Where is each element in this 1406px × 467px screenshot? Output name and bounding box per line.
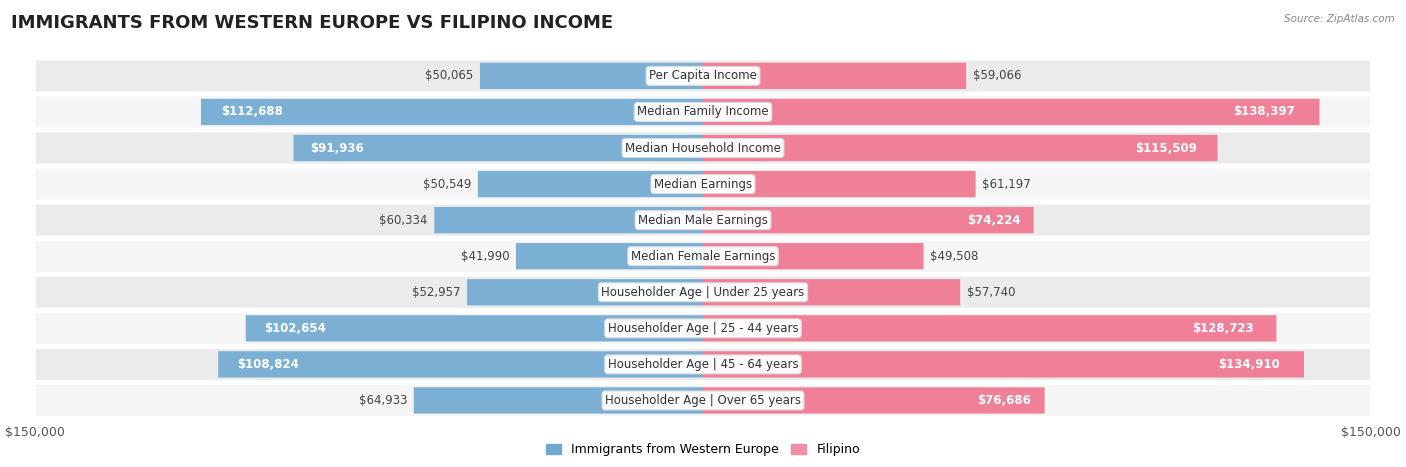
FancyBboxPatch shape [294,135,703,161]
FancyBboxPatch shape [218,351,703,377]
Text: Householder Age | 25 - 44 years: Householder Age | 25 - 44 years [607,322,799,335]
Text: $50,549: $50,549 [423,177,471,191]
FancyBboxPatch shape [467,279,703,305]
FancyBboxPatch shape [413,387,703,414]
FancyBboxPatch shape [703,315,1277,341]
Text: Median Earnings: Median Earnings [654,177,752,191]
FancyBboxPatch shape [703,63,966,89]
Text: Householder Age | Under 25 years: Householder Age | Under 25 years [602,286,804,299]
Text: $108,824: $108,824 [238,358,299,371]
Text: Median Female Earnings: Median Female Earnings [631,250,775,263]
Text: Householder Age | Over 65 years: Householder Age | Over 65 years [605,394,801,407]
Legend: Immigrants from Western Europe, Filipino: Immigrants from Western Europe, Filipino [541,439,865,461]
FancyBboxPatch shape [35,131,1371,164]
FancyBboxPatch shape [35,59,1371,92]
FancyBboxPatch shape [703,171,976,197]
FancyBboxPatch shape [703,387,1045,414]
Text: $41,990: $41,990 [461,250,509,263]
FancyBboxPatch shape [35,312,1371,345]
Text: $49,508: $49,508 [931,250,979,263]
FancyBboxPatch shape [478,171,703,197]
Text: $134,910: $134,910 [1218,358,1279,371]
FancyBboxPatch shape [516,243,703,269]
FancyBboxPatch shape [35,276,1371,309]
FancyBboxPatch shape [35,95,1371,128]
Text: $50,065: $50,065 [425,70,474,82]
Text: Source: ZipAtlas.com: Source: ZipAtlas.com [1284,14,1395,24]
FancyBboxPatch shape [703,207,1033,234]
FancyBboxPatch shape [35,204,1371,237]
Text: Median Family Income: Median Family Income [637,106,769,119]
FancyBboxPatch shape [35,348,1371,381]
Text: $59,066: $59,066 [973,70,1021,82]
Text: Per Capita Income: Per Capita Income [650,70,756,82]
FancyBboxPatch shape [35,240,1371,273]
FancyBboxPatch shape [201,99,703,125]
FancyBboxPatch shape [703,243,924,269]
Text: $74,224: $74,224 [967,213,1021,226]
Text: $138,397: $138,397 [1233,106,1295,119]
FancyBboxPatch shape [35,168,1371,201]
FancyBboxPatch shape [703,279,960,305]
Text: Householder Age | 45 - 64 years: Householder Age | 45 - 64 years [607,358,799,371]
Text: $128,723: $128,723 [1192,322,1254,335]
FancyBboxPatch shape [703,351,1303,377]
Text: $52,957: $52,957 [412,286,460,299]
Text: $115,509: $115,509 [1135,142,1197,155]
Text: $61,197: $61,197 [983,177,1031,191]
Text: $60,334: $60,334 [380,213,427,226]
FancyBboxPatch shape [246,315,703,341]
Text: $102,654: $102,654 [264,322,326,335]
Text: Median Male Earnings: Median Male Earnings [638,213,768,226]
Text: $91,936: $91,936 [309,142,364,155]
FancyBboxPatch shape [479,63,703,89]
FancyBboxPatch shape [703,135,1218,161]
FancyBboxPatch shape [434,207,703,234]
Text: $112,688: $112,688 [221,106,283,119]
FancyBboxPatch shape [35,384,1371,417]
Text: $57,740: $57,740 [967,286,1015,299]
FancyBboxPatch shape [703,99,1319,125]
Text: $76,686: $76,686 [977,394,1031,407]
Text: Median Household Income: Median Household Income [626,142,780,155]
Text: $64,933: $64,933 [359,394,408,407]
Text: IMMIGRANTS FROM WESTERN EUROPE VS FILIPINO INCOME: IMMIGRANTS FROM WESTERN EUROPE VS FILIPI… [11,14,613,32]
